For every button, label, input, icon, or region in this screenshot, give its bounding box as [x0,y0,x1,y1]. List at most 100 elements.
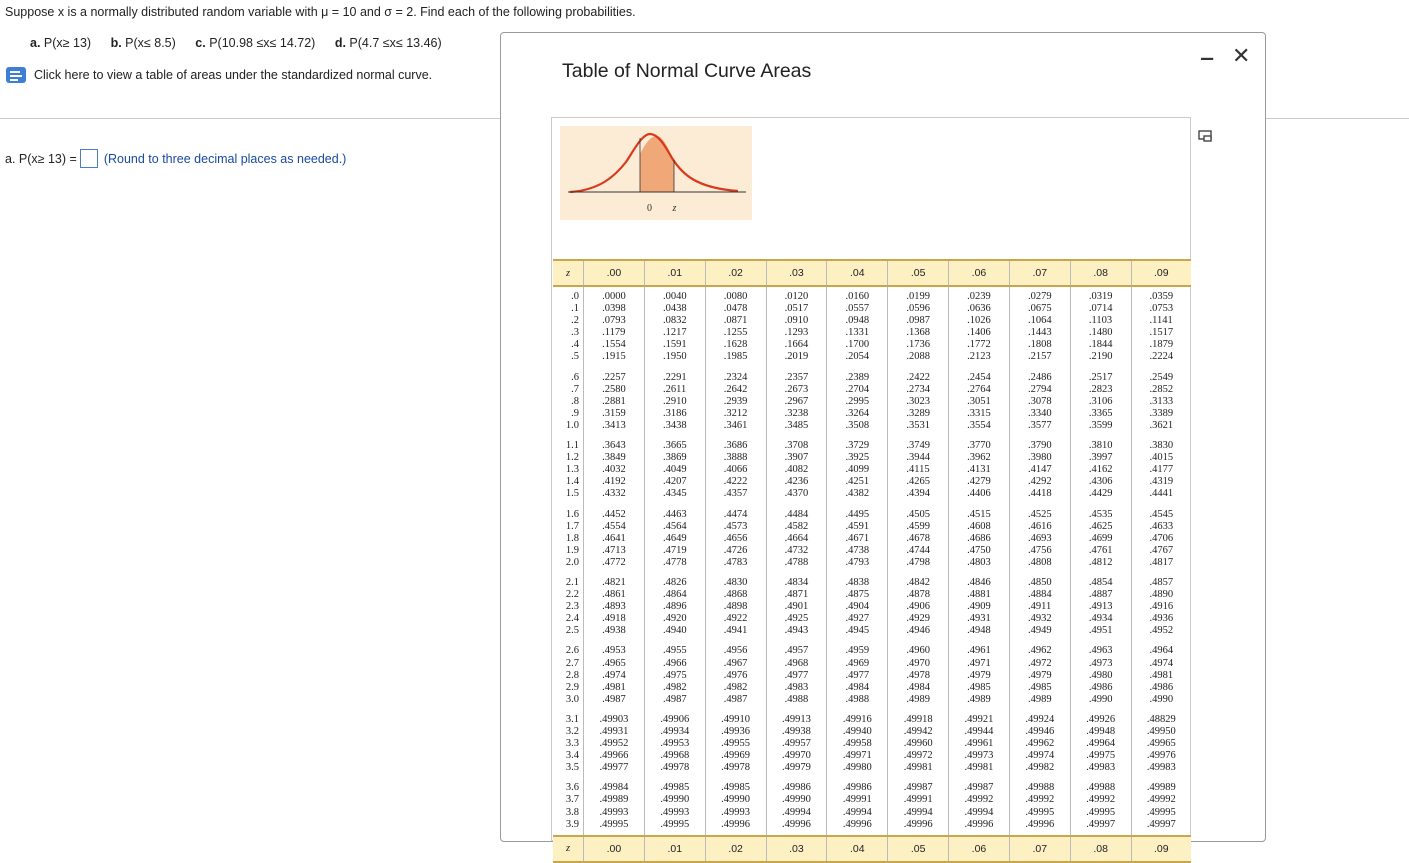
area-cell: .49926.49948.49964.49975.49983 [1069,709,1132,779]
area-value: .49960 [903,738,933,750]
area-cell: .2257.2580.2881.3159.3413 [583,367,645,437]
area-cell: .2486.2794.3078.3340.3577 [1008,367,1071,437]
area-cell: .49913.49938.49957.49970.49979 [765,709,827,779]
area-value: .2157 [1028,351,1052,363]
area-value: .4857 [1149,576,1174,588]
area-value: .0279 [1028,291,1052,302]
z-header: z [553,259,584,287]
area-value: .1772 [967,339,991,351]
area-value: .4641 [602,532,626,544]
area-value: .49955 [721,738,751,750]
area-value: .49996 [903,818,933,830]
table-link-text[interactable]: Click here to view a table of areas unde… [34,68,433,82]
area-cell: .0239.0636.1026.1406.1772.2123 [948,286,1010,368]
area-value: .4830 [723,576,748,588]
area-value: .4971 [967,657,991,669]
area-value: .4985 [1028,681,1052,693]
answer-input[interactable] [79,149,98,168]
table-row-group: 2.1 2.2 2.3 2.4 2.5.4821.4861.4893.4918.4938… [553,572,1191,642]
z-footer: z [553,834,584,863]
area-value: .2611 [662,383,687,395]
area-value: .4990 [1088,693,1113,705]
area-value: .4901 [784,601,809,613]
area-value: .4990 [1149,693,1174,705]
area-value: .49983 [1086,762,1116,774]
area-value: .4649 [662,532,687,544]
area-value: .4842 [906,576,930,588]
area-value: .4345 [662,488,687,500]
area-value: .3643 [602,440,626,452]
area-cell: .4850.4884.4911.4932.4949 [1008,572,1071,642]
area-value: .3289 [906,407,930,419]
area-value: .1844 [1088,339,1113,351]
close-button[interactable]: ✕ [1232,43,1251,68]
area-value: .4864 [662,589,687,601]
area-value: .4982 [723,681,748,693]
column-header: .05 [887,259,949,287]
area-value: .1915 [602,351,626,363]
area-value: .4972 [1028,657,1052,669]
area-value: .4988 [784,693,809,705]
area-value: .4429 [1088,488,1113,500]
area-value: .4981 [602,681,626,693]
area-value: .1406 [967,327,991,339]
area-cell: .4957.4968.4977.4983.4988 [765,641,827,710]
area-value: .2123 [967,351,991,363]
area-value: .2454 [967,371,991,383]
area-value: .4693 [1028,532,1052,544]
area-value: .4927 [845,613,870,625]
area-value: .4279 [967,476,991,488]
area-value: .1026 [967,315,991,327]
area-value: .3365 [1088,407,1113,419]
area-value: .49992 [1086,794,1116,806]
area-value: .3264 [845,407,870,419]
area-value: .4515 [967,508,991,520]
area-value: .49984 [599,782,629,794]
area-value: .4591 [845,520,870,532]
area-value: .49903 [599,713,629,725]
area-value: .49910 [721,713,751,725]
area-value: .49978 [721,762,751,774]
area-value: .1064 [1028,315,1052,327]
z-value: 2.1 [565,576,579,588]
table-link[interactable]: Click here to view a table of areas unde… [5,66,432,84]
column-footer: .07 [1008,834,1071,863]
area-value: .3770 [967,440,991,452]
minimize-button[interactable]: ‒ [1201,45,1214,70]
area-value: .2517 [1088,371,1113,383]
area-value: .49948 [1086,726,1116,737]
area-value: .49987 [964,782,994,794]
area-value: .1443 [1028,327,1052,339]
area-value: .4049 [662,464,687,476]
expand-icon[interactable] [1198,130,1212,142]
area-value: .4032 [602,464,626,476]
area-value: .4838 [845,576,870,588]
area-value: .3980 [1028,452,1052,464]
area-value: .3508 [845,419,870,431]
area-value: .49940 [842,726,872,737]
area-cell: .4838.4875.4904.4927.4945 [826,572,888,642]
area-cell: .4854.4887.4913.4934.4951 [1069,572,1132,642]
area-value: .49962 [1025,738,1055,750]
area-value: .1331 [845,327,870,339]
area-value: .0675 [1028,303,1052,315]
area-value: .0000 [602,291,626,302]
area-cell: .49918.49942.49960.49972.49981 [887,709,949,779]
area-cell: .2324.2642.2939.3212.3461 [704,367,767,437]
area-value: .0793 [602,315,626,327]
column-footer: .05 [887,834,949,863]
area-value: .49981 [964,762,994,774]
area-cell: .4955.4966.4975.4982.4987 [643,641,706,710]
area-value: .4878 [906,589,930,601]
area-value: .4834 [784,576,809,588]
area-value: .3315 [967,407,991,419]
area-value: .4441 [1149,488,1174,500]
area-value: .4981 [1149,669,1174,681]
answer-row: a. P(x≥ 13) = (Round to three decimal pl… [5,149,346,168]
area-value: .0753 [1149,303,1174,315]
area-cell: .2422.2734.3023.3289.3531 [887,367,949,437]
area-value: .4821 [602,576,626,588]
area-value: .4965 [602,657,626,669]
area-value: .49991 [903,794,933,806]
part-b: b. P(x≤ 8.5) [110,36,176,50]
